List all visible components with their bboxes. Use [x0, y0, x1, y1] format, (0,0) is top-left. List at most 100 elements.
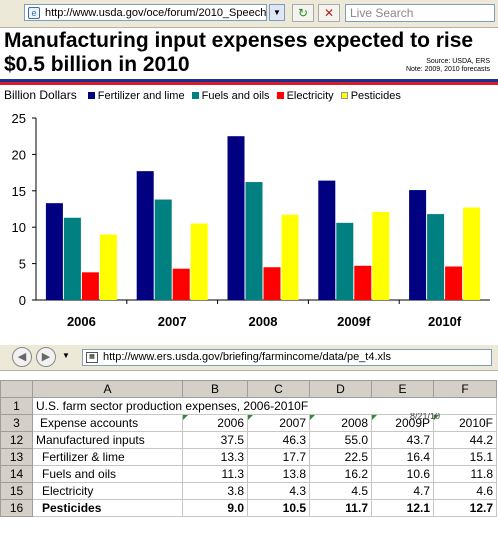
cell[interactable]: 2006 — [182, 414, 248, 432]
column-header-row: A B C D E F — [0, 380, 497, 398]
cell[interactable]: 15.1 — [433, 448, 497, 466]
stop-icon: ✕ — [323, 6, 335, 20]
address-bar[interactable]: ▦ http://www.ers.usda.gov/briefing/farmi… — [82, 349, 492, 366]
cell[interactable]: 13.8 — [247, 465, 310, 483]
bar — [172, 268, 190, 300]
column-header-e[interactable]: E — [371, 380, 434, 398]
bar — [190, 223, 208, 300]
title-line-2: $0.5 billion in 2010 — [4, 53, 190, 76]
forward-arrow-icon: ▶ — [41, 351, 51, 363]
cell[interactable]: 16.2 — [309, 465, 372, 483]
cell[interactable]: 4.7 — [371, 482, 434, 500]
title-line-1: Manufacturing input expenses expected to… — [4, 29, 474, 52]
row-header[interactable]: 15 — [0, 482, 33, 500]
legend-item-pesticides: Pesticides — [340, 90, 401, 102]
back-button[interactable]: ◀ — [12, 347, 32, 367]
bar — [263, 267, 281, 300]
bar — [63, 217, 81, 300]
bar-chart: 0 5 10 15 20 25 2006 2007 2008 2009f 2010f — [12, 111, 490, 329]
legend-item-fuels: Fuels and oils — [191, 90, 270, 102]
cell[interactable]: Fuels and oils — [32, 465, 183, 483]
row-header[interactable]: 14 — [0, 465, 33, 483]
column-header-f[interactable]: F — [433, 380, 497, 398]
bar — [372, 211, 390, 300]
legend-swatch — [276, 91, 284, 99]
refresh-button[interactable]: ↻ — [292, 4, 314, 22]
note-text: Note: 2009, 2010 forecasts — [405, 66, 490, 73]
cell[interactable]: 37.5 — [182, 431, 248, 449]
bar — [81, 272, 99, 300]
cell[interactable]: 11.7 — [309, 499, 372, 517]
cell[interactable]: 13.3 — [182, 448, 248, 466]
y-axis-label: Billion Dollars — [4, 88, 77, 102]
address-bar[interactable]: e http://www.usda.gov/oce/forum/2010_Spe… — [24, 4, 267, 21]
cell[interactable]: 11.8 — [433, 465, 497, 483]
cell[interactable]: 4.5 — [309, 482, 372, 500]
legend-label: Fertilizer and lime — [97, 90, 185, 102]
bar — [245, 182, 263, 300]
search-placeholder: Live Search — [350, 6, 414, 20]
stop-button[interactable]: ✕ — [318, 4, 340, 22]
cell[interactable]: 4.6 — [433, 482, 497, 500]
cell[interactable]: 9.0 — [182, 499, 248, 517]
cell[interactable]: Expense accounts — [32, 414, 183, 432]
cell[interactable]: 44.2 — [433, 431, 497, 449]
table-row: 13 Fertilizer & lime 13.3 17.7 22.5 16.4… — [0, 448, 497, 466]
title-rule-blue — [0, 79, 498, 82]
legend-item-electricity: Electricity — [276, 90, 334, 102]
x-tick-label: 2009f — [337, 314, 371, 329]
cell[interactable]: 55.0 — [309, 431, 372, 449]
cell[interactable]: 43.7 — [371, 431, 434, 449]
column-header-c[interactable]: C — [247, 380, 310, 398]
cell[interactable]: Electricity — [32, 482, 183, 500]
address-text: http://www.usda.gov/oce/forum/2010_Speec… — [45, 7, 267, 19]
history-dropdown-icon[interactable]: ▼ — [62, 351, 70, 360]
excel-file-icon: ▦ — [86, 352, 98, 363]
sheet-title-cell[interactable]: U.S. farm sector production expenses, 20… — [32, 397, 497, 415]
cell[interactable]: 22.5 — [309, 448, 372, 466]
bar — [99, 234, 117, 300]
y-tick-label: 25 — [12, 111, 26, 126]
cell[interactable]: Manufactured inputs — [32, 431, 183, 449]
bar — [354, 265, 372, 300]
row-header[interactable]: 1 — [0, 397, 33, 415]
x-tick-label: 2006 — [67, 314, 96, 329]
cell[interactable]: 46.3 — [247, 431, 310, 449]
refresh-icon: ↻ — [297, 6, 309, 20]
cell[interactable]: 11.3 — [182, 465, 248, 483]
legend-label: Electricity — [286, 90, 334, 102]
table-row: 1 U.S. farm sector production expenses, … — [0, 397, 497, 415]
cell[interactable]: Pesticides — [32, 499, 183, 517]
table-row: 12 Manufactured inputs 37.5 46.3 55.0 43… — [0, 431, 497, 449]
cell[interactable]: Fertilizer & lime — [32, 448, 183, 466]
column-header-b[interactable]: B — [182, 380, 248, 398]
address-dropdown-button[interactable]: ▼ — [269, 4, 285, 21]
row-header[interactable]: 3 — [0, 414, 33, 432]
column-header-a[interactable]: A — [32, 380, 183, 398]
source-text: Source: USDA, ERS — [426, 58, 490, 65]
cell[interactable]: 16.4 — [371, 448, 434, 466]
search-input[interactable]: Live Search — [345, 4, 495, 22]
cell[interactable]: 17.7 — [247, 448, 310, 466]
cell[interactable]: 2010F — [433, 414, 497, 432]
forward-button[interactable]: ▶ — [36, 347, 56, 367]
cell[interactable]: 4.3 — [247, 482, 310, 500]
cell[interactable]: 2007 — [247, 414, 310, 432]
bar — [154, 199, 172, 300]
column-header-d[interactable]: D — [309, 380, 372, 398]
row-header[interactable]: 16 — [0, 499, 33, 517]
row-header[interactable]: 13 — [0, 448, 33, 466]
y-tick-label: 0 — [19, 293, 26, 308]
cell[interactable]: 2008 — [309, 414, 372, 432]
corner-cell[interactable] — [0, 380, 33, 398]
cell[interactable]: 12.1 — [371, 499, 434, 517]
row-header[interactable]: 12 — [0, 431, 33, 449]
address-text: http://www.ers.usda.gov/briefing/farminc… — [103, 351, 391, 363]
legend-label: Fuels and oils — [201, 90, 270, 102]
cell[interactable]: 3.8 — [182, 482, 248, 500]
bar — [136, 171, 154, 300]
table-row: 15 Electricity 3.8 4.3 4.5 4.7 4.6 — [0, 482, 497, 500]
cell[interactable]: 10.5 — [247, 499, 310, 517]
cell[interactable]: 12.7 — [433, 499, 497, 517]
cell[interactable]: 10.6 — [371, 465, 434, 483]
